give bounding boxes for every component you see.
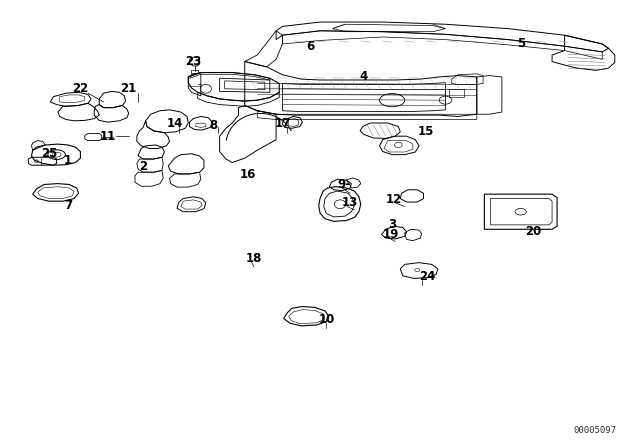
Text: 24: 24 <box>419 270 435 283</box>
Text: 20: 20 <box>525 225 541 238</box>
Text: 12: 12 <box>386 194 402 207</box>
Text: 6: 6 <box>307 40 315 53</box>
Text: 19: 19 <box>383 228 399 241</box>
Text: 22: 22 <box>72 82 88 95</box>
Text: 00005097: 00005097 <box>573 426 616 435</box>
Text: 7: 7 <box>64 199 72 212</box>
Text: 1: 1 <box>64 154 72 167</box>
Text: 16: 16 <box>240 168 256 181</box>
Text: 9-: 9- <box>337 178 351 191</box>
Text: 3: 3 <box>388 217 396 231</box>
Text: 25: 25 <box>41 147 57 160</box>
Text: 13: 13 <box>342 196 358 209</box>
Text: 17: 17 <box>275 116 291 129</box>
Text: 14: 14 <box>166 116 182 129</box>
Text: 8: 8 <box>209 119 218 132</box>
Text: 18: 18 <box>246 252 262 265</box>
Text: 2: 2 <box>139 160 147 173</box>
Text: 21: 21 <box>120 82 137 95</box>
Text: 23: 23 <box>185 55 202 68</box>
Text: 5: 5 <box>516 38 525 51</box>
Text: 4: 4 <box>360 70 368 83</box>
Text: 10: 10 <box>319 313 335 326</box>
Text: 11: 11 <box>99 129 115 143</box>
Text: 15: 15 <box>417 125 433 138</box>
